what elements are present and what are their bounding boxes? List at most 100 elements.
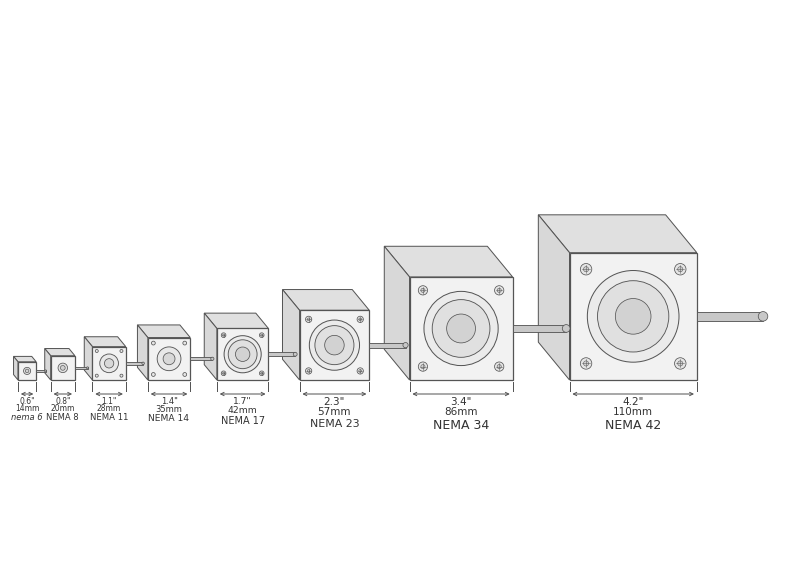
Circle shape xyxy=(228,340,257,369)
Circle shape xyxy=(235,347,250,362)
Text: NEMA 8: NEMA 8 xyxy=(46,413,79,422)
Text: NEMA 34: NEMA 34 xyxy=(433,419,489,432)
Circle shape xyxy=(580,263,592,275)
Circle shape xyxy=(678,267,683,272)
Circle shape xyxy=(95,374,98,377)
Bar xyxy=(190,357,212,360)
Circle shape xyxy=(183,372,186,376)
Circle shape xyxy=(583,267,589,272)
Text: NEMA 42: NEMA 42 xyxy=(605,419,662,432)
Circle shape xyxy=(23,367,30,375)
Text: 42mm: 42mm xyxy=(228,406,258,415)
Text: 0.6": 0.6" xyxy=(19,397,35,406)
Text: NEMA 14: NEMA 14 xyxy=(149,415,190,423)
Circle shape xyxy=(120,350,123,353)
Text: 2.3": 2.3" xyxy=(324,397,345,407)
Circle shape xyxy=(306,368,312,374)
Circle shape xyxy=(615,298,651,334)
Circle shape xyxy=(497,288,502,293)
Polygon shape xyxy=(538,215,570,380)
Polygon shape xyxy=(384,246,410,380)
Circle shape xyxy=(418,286,427,295)
Polygon shape xyxy=(84,337,93,380)
Circle shape xyxy=(100,354,118,373)
Circle shape xyxy=(359,370,362,372)
Bar xyxy=(148,337,190,380)
Bar xyxy=(697,311,763,321)
Circle shape xyxy=(222,334,225,336)
Bar xyxy=(217,328,269,380)
Text: NEMA 23: NEMA 23 xyxy=(310,419,359,429)
Circle shape xyxy=(58,363,67,373)
Circle shape xyxy=(315,325,354,364)
Circle shape xyxy=(497,364,502,369)
Bar xyxy=(513,325,566,332)
Circle shape xyxy=(674,263,686,275)
Circle shape xyxy=(494,362,504,371)
Polygon shape xyxy=(282,289,370,310)
Bar xyxy=(299,310,370,380)
Circle shape xyxy=(310,320,359,370)
Circle shape xyxy=(359,318,362,321)
Circle shape xyxy=(61,366,65,370)
Bar xyxy=(570,253,697,380)
Circle shape xyxy=(357,368,363,374)
Polygon shape xyxy=(204,313,217,380)
Circle shape xyxy=(307,318,310,321)
Bar xyxy=(93,347,126,380)
Circle shape xyxy=(105,359,114,368)
Polygon shape xyxy=(14,357,36,362)
Circle shape xyxy=(157,347,181,371)
Bar xyxy=(36,370,46,372)
Text: NEMA 17: NEMA 17 xyxy=(221,416,265,426)
Text: 0.8": 0.8" xyxy=(55,397,70,406)
Polygon shape xyxy=(538,215,697,253)
Text: NEMA 11: NEMA 11 xyxy=(90,413,128,422)
Circle shape xyxy=(259,371,264,376)
Text: 110mm: 110mm xyxy=(613,407,653,417)
Circle shape xyxy=(261,372,262,375)
Circle shape xyxy=(183,341,186,345)
Circle shape xyxy=(151,341,155,345)
Polygon shape xyxy=(45,349,50,380)
Text: 57mm: 57mm xyxy=(318,407,351,417)
Bar xyxy=(75,367,87,369)
Circle shape xyxy=(26,369,29,373)
Circle shape xyxy=(424,292,498,366)
Circle shape xyxy=(357,316,363,323)
Circle shape xyxy=(674,358,686,369)
Polygon shape xyxy=(45,349,75,356)
Circle shape xyxy=(583,361,589,366)
Circle shape xyxy=(446,314,475,343)
Circle shape xyxy=(222,371,226,376)
Circle shape xyxy=(222,372,225,375)
Circle shape xyxy=(86,367,89,369)
Circle shape xyxy=(421,364,425,369)
Polygon shape xyxy=(282,289,299,380)
Text: 20mm: 20mm xyxy=(50,404,75,413)
Text: 4.2": 4.2" xyxy=(622,397,644,407)
Polygon shape xyxy=(204,313,269,328)
Polygon shape xyxy=(138,325,148,380)
Text: 86mm: 86mm xyxy=(444,407,478,417)
Circle shape xyxy=(580,358,592,369)
Text: 3.4": 3.4" xyxy=(450,397,472,407)
Bar xyxy=(50,356,75,380)
Circle shape xyxy=(758,311,768,321)
Bar xyxy=(18,362,36,380)
Polygon shape xyxy=(138,325,190,337)
Text: 28mm: 28mm xyxy=(97,404,122,413)
Circle shape xyxy=(45,370,46,372)
Circle shape xyxy=(587,271,679,362)
Circle shape xyxy=(598,281,669,352)
Circle shape xyxy=(142,362,144,364)
Text: 1.4": 1.4" xyxy=(161,397,178,406)
Circle shape xyxy=(210,357,214,360)
Circle shape xyxy=(95,350,98,353)
Circle shape xyxy=(418,362,427,371)
Circle shape xyxy=(562,325,570,332)
Polygon shape xyxy=(84,337,126,347)
Bar xyxy=(269,353,295,356)
Bar xyxy=(410,277,513,380)
Circle shape xyxy=(222,333,226,337)
